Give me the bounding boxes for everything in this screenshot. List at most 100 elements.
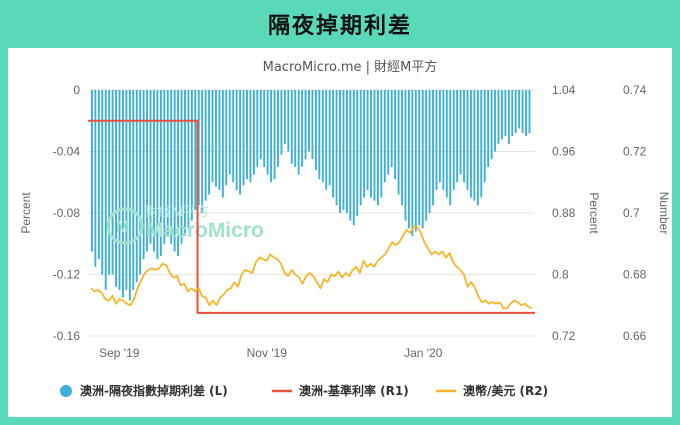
y-right1-tick: 0.96 — [552, 145, 576, 159]
y-left-tick: -0.12 — [53, 268, 81, 282]
bar — [480, 90, 483, 198]
bar — [294, 90, 297, 167]
bar — [259, 90, 262, 160]
y-right1-tick: 0.72 — [552, 329, 576, 343]
bar — [297, 90, 300, 175]
bar — [383, 90, 386, 183]
bar — [418, 90, 421, 226]
watermark-cn: 財經M平方 — [146, 204, 209, 219]
bar — [170, 90, 173, 244]
bar — [91, 90, 93, 252]
bar — [159, 90, 162, 257]
bar — [339, 90, 341, 213]
bar — [356, 90, 359, 217]
bar — [225, 90, 228, 186]
bar — [507, 90, 510, 144]
bar — [466, 90, 469, 190]
bar — [235, 90, 238, 190]
bar — [342, 90, 345, 210]
bar — [421, 90, 424, 229]
chart-card: MacroMicro.me | 財經M平方 M 財經M平方 MacroMicro… — [8, 48, 672, 417]
bar — [325, 90, 328, 190]
bar — [270, 90, 273, 183]
legend-label: 澳幣/美元 (R2) — [463, 383, 548, 398]
bar — [266, 90, 269, 175]
bar — [349, 90, 352, 221]
bar — [211, 90, 214, 183]
y-right2-tick: 0.72 — [623, 145, 647, 159]
bar — [314, 90, 317, 170]
bar — [104, 90, 107, 290]
bar — [228, 90, 231, 175]
bar — [459, 90, 462, 175]
bar — [273, 90, 276, 180]
bar — [376, 90, 379, 206]
bar — [366, 90, 369, 190]
watermark: M 財經M平方 MacroMicro — [106, 204, 264, 245]
bar — [149, 90, 152, 244]
bar — [332, 90, 335, 198]
legend-label: 澳洲-隔夜指數掉期利差 (L) — [80, 383, 228, 398]
bar — [359, 90, 362, 206]
y-right1-tick: 0.88 — [552, 206, 576, 220]
bar — [263, 90, 266, 167]
bar — [390, 90, 393, 167]
bar — [221, 90, 224, 198]
bar — [232, 90, 235, 183]
bar — [287, 90, 290, 152]
bar — [452, 90, 455, 190]
bar — [173, 90, 176, 252]
y-left-label: Percent — [19, 192, 33, 234]
bar — [290, 90, 293, 164]
bar — [483, 90, 486, 183]
fx-line — [90, 225, 533, 310]
bar — [156, 90, 159, 260]
bar — [511, 90, 514, 137]
bar — [352, 90, 355, 226]
bar — [487, 90, 490, 167]
legend: 澳洲-隔夜指數掉期利差 (L) 澳洲-基準利率 (R1) 澳幣/美元 (R2) — [60, 383, 548, 398]
watermark-en: MacroMicro — [146, 219, 264, 242]
y-left-tick: -0.04 — [53, 145, 81, 159]
bar — [318, 90, 321, 180]
bar — [101, 90, 104, 275]
bar — [469, 90, 472, 198]
bar — [463, 90, 465, 183]
bar — [94, 90, 97, 267]
watermark-logo-icon — [106, 207, 144, 245]
bar — [197, 90, 200, 206]
y-right2-tick: 0.7 — [623, 206, 640, 220]
bar — [252, 90, 255, 175]
x-tick: Sep '19 — [99, 346, 140, 360]
bar — [108, 90, 111, 275]
bar — [118, 90, 121, 290]
bar — [208, 90, 211, 195]
bar — [473, 90, 476, 201]
bar — [411, 90, 414, 237]
bar — [425, 90, 428, 221]
legend-label: 澳洲-基準利率 (R1) — [299, 383, 409, 398]
bar — [201, 90, 204, 213]
bar — [328, 90, 331, 186]
bar — [514, 90, 517, 134]
bar — [476, 90, 479, 206]
bar — [97, 90, 100, 260]
y-left-tick: -0.08 — [53, 206, 81, 220]
bar — [370, 90, 372, 198]
bar — [249, 90, 252, 183]
bar — [146, 90, 149, 252]
bar — [256, 90, 259, 167]
bar — [414, 90, 417, 232]
bar — [128, 90, 131, 301]
y-right1-label: Percent — [587, 192, 601, 234]
bar — [122, 90, 124, 298]
bar — [304, 90, 307, 160]
y-right2-tick: 0.68 — [623, 268, 647, 282]
bar — [521, 90, 524, 134]
bar — [166, 90, 169, 237]
bar — [438, 90, 441, 183]
chart-svg: MacroMicro.me | 財經M平方 M 財經M平方 MacroMicro… — [19, 59, 671, 398]
bar — [363, 90, 366, 198]
bar — [373, 90, 376, 201]
bar — [518, 90, 521, 129]
